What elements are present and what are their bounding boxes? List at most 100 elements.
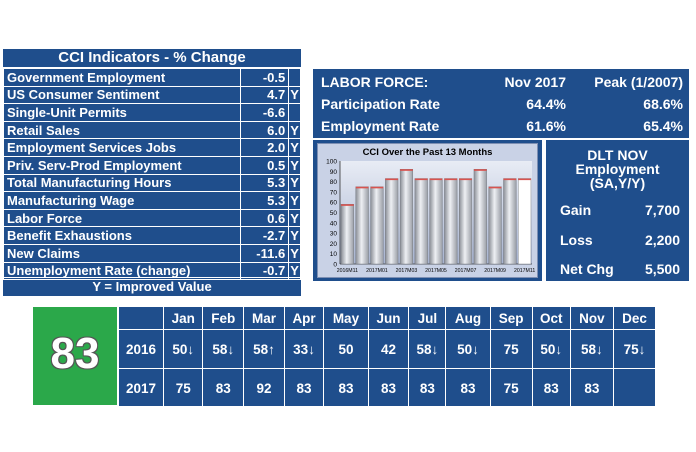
indicator-change: 0.5 bbox=[239, 155, 290, 175]
chart-bar bbox=[503, 178, 517, 265]
monthly-cci-table: Jan Feb Mar Apr May Jun Jul Aug Sep Oct Nov Dec 2016… bbox=[118, 306, 657, 408]
indicator-change: -0.7 bbox=[239, 261, 290, 281]
chart-bar-top bbox=[503, 178, 517, 181]
chart-bar-top bbox=[488, 186, 502, 189]
month-value: 83 bbox=[408, 368, 447, 408]
chart-bar bbox=[370, 186, 384, 265]
chart-bar-top bbox=[473, 169, 487, 171]
year-label: 2016 bbox=[118, 329, 164, 369]
row-label: Participation Rate bbox=[321, 96, 441, 112]
y-tick-label: 20 bbox=[330, 241, 338, 248]
indicator-name: US Consumer Sentiment bbox=[3, 85, 241, 105]
current-cci-score: 83 bbox=[32, 306, 118, 406]
chart-area: CCI Over the Past 13 Months 0 10 20 30 40 50 6… bbox=[317, 143, 538, 278]
month-value: 83 bbox=[283, 368, 325, 408]
indicator-name: Single-Unit Permits bbox=[3, 103, 241, 122]
month-header: Jul bbox=[408, 306, 447, 330]
chart-bar bbox=[473, 169, 487, 265]
month-value: 33↓ bbox=[283, 329, 325, 369]
indicator-row: Priv. Serv-Prod Employment 0.5 Y bbox=[3, 155, 301, 175]
cci-legend: Y = Improved Value bbox=[3, 277, 301, 296]
chart-bar-top bbox=[341, 204, 354, 206]
x-tick-label: 2017M05 bbox=[425, 268, 447, 274]
chart-bar-top bbox=[385, 178, 399, 181]
indicator-name: New Claims bbox=[3, 243, 241, 263]
x-tick-label: 2016M11 bbox=[337, 268, 358, 274]
cci-indicators-title: CCI Indicators - % Change bbox=[3, 49, 301, 68]
indicator-change: 2.0 bbox=[239, 138, 290, 157]
chart-bar bbox=[340, 204, 354, 265]
dlt-employment-panel: DLT NOV Employment (SA,Y/Y) Gain 7,700 L… bbox=[546, 140, 689, 281]
indicator-improved-flag: Y bbox=[288, 261, 301, 281]
y-tick-label: 30 bbox=[330, 231, 338, 238]
month-value: 58↓ bbox=[202, 329, 245, 369]
dlt-loss-value: 2,200 bbox=[644, 232, 680, 248]
y-tick-label: 0 bbox=[333, 262, 337, 269]
x-tick-label: 2017M03 bbox=[396, 268, 418, 274]
chart-bar-top bbox=[370, 186, 384, 189]
month-value: 50↓ bbox=[162, 329, 204, 369]
dlt-loss-label: Loss bbox=[560, 232, 593, 248]
row-label: Employment Rate bbox=[321, 118, 440, 134]
month-value: 83 bbox=[323, 368, 369, 408]
month-value: 83 bbox=[367, 368, 410, 408]
participation-rate-row: Participation Rate 64.4% 68.6% bbox=[313, 93, 689, 115]
year-row: 2017 75 83 92 83 83 83 83 83 75 83 83 bbox=[118, 368, 657, 408]
month-header: Mar bbox=[243, 306, 285, 330]
x-tick-label: 2017M01 bbox=[366, 268, 388, 274]
month-header: May bbox=[323, 306, 369, 330]
header-corner bbox=[118, 306, 164, 330]
month-value: 58↑ bbox=[243, 329, 285, 369]
indicator-row: Employment Services Jobs 2.0 Y bbox=[3, 138, 301, 157]
dlt-title-line-3: (SA,Y/Y) bbox=[589, 175, 646, 191]
y-tick-label: 60 bbox=[330, 200, 338, 207]
chart-bar-top bbox=[355, 186, 369, 189]
indicator-name: Manufacturing Wage bbox=[3, 191, 241, 210]
month-value bbox=[612, 368, 657, 408]
indicator-row: Unemployment Rate (change) -0.7 Y bbox=[3, 261, 301, 281]
row-peak: 65.4% bbox=[643, 118, 683, 134]
month-value: 83 bbox=[569, 368, 614, 408]
score-value: 83 bbox=[50, 329, 100, 378]
indicator-improved-flag bbox=[288, 103, 301, 122]
month-header: Oct bbox=[531, 306, 571, 330]
row-current: 61.6% bbox=[526, 118, 566, 134]
chart-bar bbox=[429, 178, 443, 265]
indicator-improved-flag: Y bbox=[288, 208, 301, 228]
indicator-improved-flag: Y bbox=[288, 138, 301, 157]
indicator-change: 5.3 bbox=[239, 191, 290, 210]
y-tick-label: 10 bbox=[330, 251, 338, 258]
labor-force-label: LABOR FORCE: bbox=[321, 74, 429, 90]
month-value: 83 bbox=[445, 368, 491, 408]
indicator-improved-flag bbox=[288, 68, 301, 87]
chart-bar bbox=[444, 178, 458, 265]
indicator-name: Government Employment bbox=[3, 68, 241, 87]
indicator-improved-flag: Y bbox=[288, 243, 301, 263]
month-header: Jun bbox=[367, 306, 410, 330]
cci-indicators-panel: CCI Indicators - % Change Government Emp… bbox=[3, 49, 301, 296]
month-value: 75↓ bbox=[612, 329, 657, 369]
indicator-change: -6.6 bbox=[239, 103, 290, 122]
month-value: 50 bbox=[323, 329, 369, 369]
indicator-improved-flag: Y bbox=[288, 191, 301, 210]
indicator-change: 5.3 bbox=[239, 173, 290, 193]
month-value: 50↓ bbox=[445, 329, 491, 369]
chart-bar-top bbox=[414, 178, 428, 181]
indicator-row: Retail Sales 6.0 Y bbox=[3, 120, 301, 140]
indicator-improved-flag: Y bbox=[288, 155, 301, 175]
month-header: Jan bbox=[162, 306, 204, 330]
indicator-row: US Consumer Sentiment 4.7 Y bbox=[3, 85, 301, 105]
indicator-name: Unemployment Rate (change) bbox=[3, 261, 241, 281]
x-tick-label: 2017M11 bbox=[514, 268, 535, 274]
indicator-name: Employment Services Jobs bbox=[3, 138, 241, 157]
cci-indicators-table: Government Employment -0.5 US Consumer Sen… bbox=[3, 68, 301, 281]
labor-col-current: Nov 2017 bbox=[504, 74, 566, 90]
chart-bar bbox=[355, 186, 369, 265]
chart-bar bbox=[385, 178, 399, 265]
chart-bar bbox=[488, 186, 502, 265]
y-tick-label: 80 bbox=[330, 179, 338, 186]
chart-bar-top bbox=[400, 169, 413, 171]
month-value: 75 bbox=[489, 368, 533, 408]
chart-bar bbox=[458, 178, 473, 265]
chart-bar bbox=[399, 169, 414, 265]
